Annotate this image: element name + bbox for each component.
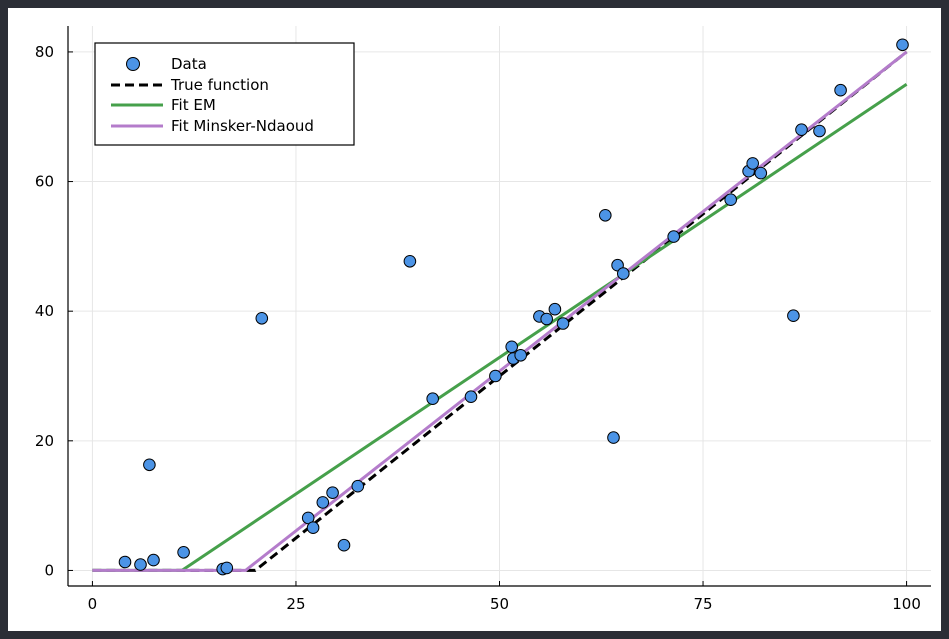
x-tick-label-0: 0 [88,595,98,613]
data-point [301,511,315,525]
x-tick-label-50: 50 [490,595,509,613]
data-point [724,193,738,206]
data-point [754,166,768,180]
axes: 0 25 50 75 100 0 20 40 60 80 [35,26,931,613]
legend: Data True function Fit EM Fit Minsker-Nd… [94,42,355,146]
data-point [667,230,681,243]
data-point [220,561,234,575]
y-tick-label-20: 20 [35,432,54,450]
data-point [746,157,760,170]
data-point [787,309,800,323]
data-point [351,479,365,493]
data-point [143,458,156,472]
data-point [834,83,847,97]
data-point [599,209,612,222]
data-points [118,38,909,576]
series-line-true-function [92,50,908,572]
data-point [556,317,570,330]
data-point [607,431,620,444]
x-tick-label-25: 25 [286,595,305,613]
scatter-chart: 0 25 50 75 100 0 20 40 60 80 Data True function F… [35,26,931,613]
data-point [489,369,502,383]
y-tick-label-60: 60 [35,173,54,191]
series-line-fit-minsker-ndaoud [92,50,908,572]
data-point [306,521,320,535]
data-point [795,123,808,136]
data-point [426,392,440,406]
legend-label-fit-minsker-ndaoud: Fit Minsker-Ndaoud [171,117,314,135]
data-point [326,486,339,500]
legend-label-fit-em: Fit EM [171,96,216,114]
data-point [147,553,160,567]
data-point [617,267,630,280]
data-point [514,349,528,362]
data-point [548,302,562,316]
legend-marker-data [126,57,140,71]
data-point [896,38,909,52]
data-point [337,538,351,552]
chart-figure: 0 25 50 75 100 0 20 40 60 80 Data True function F… [8,8,941,631]
data-point [118,555,132,569]
data-point [540,312,554,326]
y-tick-label-40: 40 [35,302,54,320]
y-tick-label-0: 0 [44,561,54,579]
data-point [505,340,519,354]
x-tick-label-75: 75 [693,595,712,613]
legend-label-true-function: True function [170,76,269,94]
x-tick-label-100: 100 [892,595,921,613]
data-point [403,255,417,268]
y-tick-label-80: 80 [35,43,54,61]
data-point [177,546,190,559]
series-lines [92,50,908,572]
data-point [464,390,478,404]
data-point [316,496,330,509]
data-point [813,124,826,138]
data-point [134,558,147,571]
legend-label-data: Data [171,55,207,73]
data-point [255,312,269,325]
